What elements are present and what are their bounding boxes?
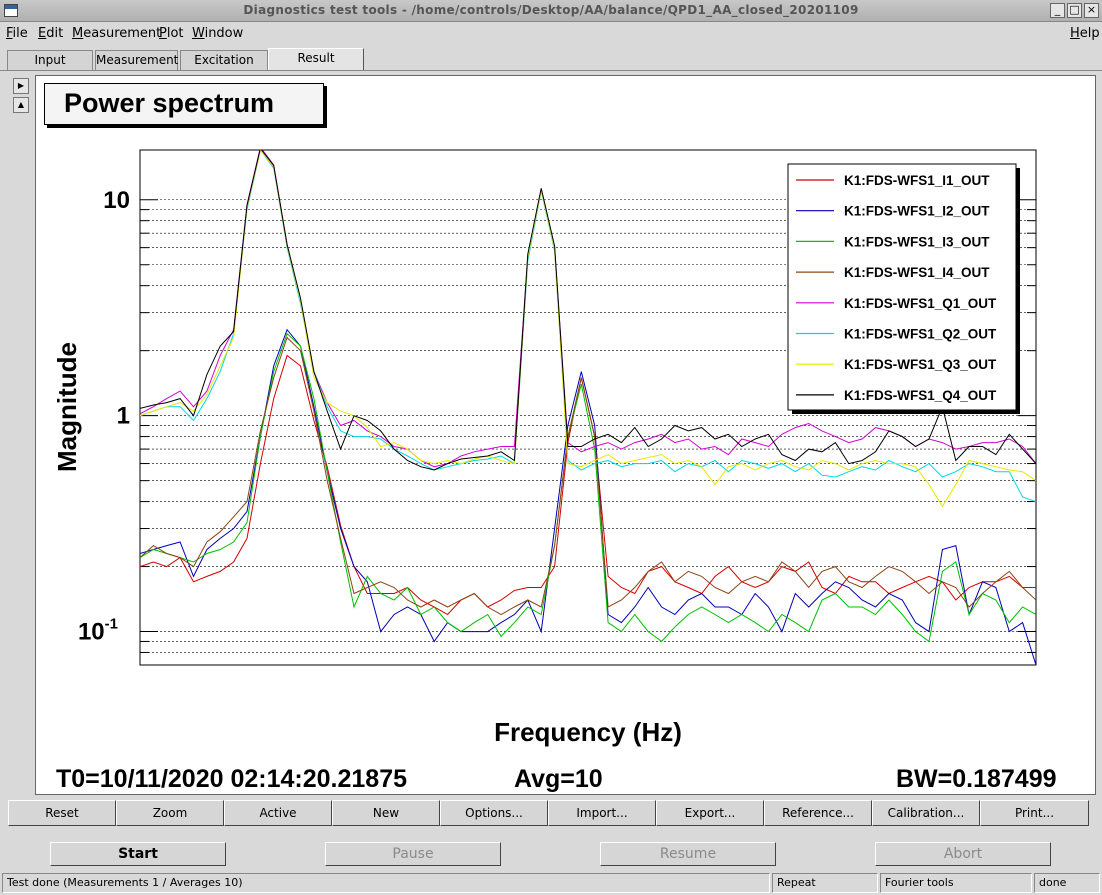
series-line-8 [140, 150, 1036, 471]
import-button[interactable]: Import... [548, 800, 656, 826]
calibration-button[interactable]: Calibration... [872, 800, 980, 826]
legend-entry: K1:FDS-WFS1_I4_OUT [844, 265, 990, 280]
y-tick-label: 1 [117, 403, 130, 430]
tab-bar: Input Measurement Excitation Result [0, 48, 1102, 70]
menu-plot[interactable]: Plot [159, 26, 184, 41]
plot-title: Power spectrum [44, 83, 324, 125]
power-spectrum-chart: 10 1 10-1 Frequency (Hz) Magnitude K1:FDS-WFS… [52, 149, 1037, 747]
collapse-up-icon[interactable]: ▲ [13, 97, 29, 113]
abort-button[interactable]: Abort [875, 842, 1051, 866]
resume-button[interactable]: Resume [600, 842, 776, 866]
window-titlebar: Diagnostics test tools - /home/controls/… [0, 0, 1102, 22]
status-bar: Test done (Measurements 1 / Averages 10)… [0, 872, 1102, 895]
minimize-icon[interactable]: _ [1050, 3, 1065, 18]
status-mode: Repeat [772, 873, 878, 893]
status-message: Test done (Measurements 1 / Averages 10) [2, 873, 770, 893]
legend-entry: K1:FDS-WFS1_Q2_OUT [844, 327, 997, 342]
t0-readout: T0=10/11/2020 02:14:20.21875 [56, 765, 408, 793]
reset-button[interactable]: Reset [8, 800, 116, 826]
window-title: Diagnostics test tools - /home/controls/… [243, 3, 859, 17]
series-line-3 [140, 332, 1036, 643]
status-tool: Fourier tools [880, 873, 1032, 893]
menu-edit[interactable]: Edit [38, 26, 64, 41]
plot-button-row: Reset Zoom Active New Options... Import.… [8, 800, 1089, 826]
plot-canvas[interactable]: 10 1 10-1 Frequency (Hz) Magnitude K1:FDS-WFS… [35, 75, 1096, 795]
window-menu-icon[interactable] [4, 4, 18, 17]
menu-help[interactable]: Help [1070, 26, 1100, 41]
y-tick-label: 10-1 [78, 616, 118, 646]
y-axis-label: Magnitude [52, 342, 82, 472]
zoom-button[interactable]: Zoom [116, 800, 224, 826]
y-tick-label: 10 [103, 187, 130, 214]
close-icon[interactable]: × [1084, 3, 1099, 18]
menu-measurement[interactable]: Measurement [72, 26, 162, 41]
legend-entry: K1:FDS-WFS1_Q3_OUT [844, 357, 997, 372]
reference-button[interactable]: Reference... [764, 800, 872, 826]
legend-entry: K1:FDS-WFS1_I1_OUT [844, 173, 990, 188]
expand-right-icon[interactable]: ▶ [13, 78, 29, 94]
menu-window[interactable]: Window [192, 26, 244, 41]
export-button[interactable]: Export... [656, 800, 764, 826]
active-button[interactable]: Active [224, 800, 332, 826]
print-button[interactable]: Print... [980, 800, 1089, 826]
series-line-2 [140, 328, 1036, 665]
tab-result[interactable]: Result [268, 48, 364, 70]
x-axis-label: Frequency (Hz) [494, 717, 682, 747]
menu-file[interactable]: File [6, 26, 28, 41]
avg-readout: Avg=10 [514, 765, 603, 793]
new-button[interactable]: New [332, 800, 440, 826]
legend-entry: K1:FDS-WFS1_Q1_OUT [844, 296, 997, 311]
legend-entry: K1:FDS-WFS1_I3_OUT [844, 234, 990, 249]
pause-button[interactable]: Pause [325, 842, 501, 866]
tab-measurement[interactable]: Measurement [95, 50, 178, 70]
legend-entry: K1:FDS-WFS1_I2_OUT [844, 204, 990, 219]
start-button[interactable]: Start [50, 842, 226, 866]
maximize-icon[interactable]: □ [1067, 3, 1082, 18]
bw-readout: BW=0.187499 [896, 765, 1057, 793]
series-line-4 [140, 336, 1036, 616]
legend-entry: K1:FDS-WFS1_Q4_OUT [844, 388, 997, 403]
tab-input[interactable]: Input [7, 50, 93, 70]
legend-box [787, 163, 1017, 411]
series-group [140, 150, 1036, 665]
status-state: done [1034, 873, 1100, 893]
options-button[interactable]: Options... [440, 800, 548, 826]
tab-divider [0, 70, 1102, 71]
tab-excitation[interactable]: Excitation [180, 50, 268, 70]
menubar: File Edit Measurement Plot Window Help [0, 22, 1102, 44]
